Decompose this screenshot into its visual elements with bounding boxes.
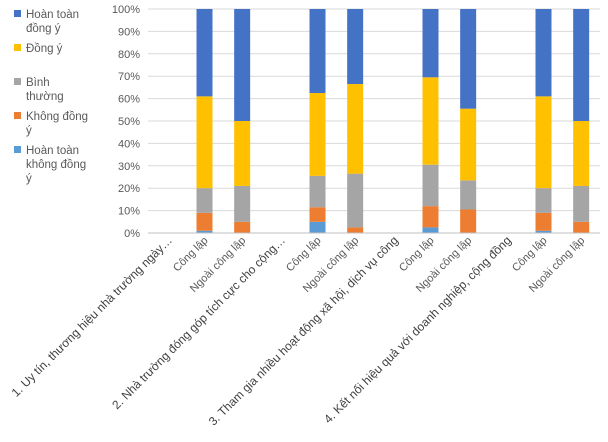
bar-segment bbox=[422, 9, 439, 78]
bar-segment bbox=[234, 221, 251, 233]
bar-segment bbox=[196, 230, 213, 233]
bar-segment bbox=[535, 230, 552, 233]
y-tick-label: 10% bbox=[118, 206, 140, 218]
bar-segment bbox=[309, 175, 326, 208]
bar-segment bbox=[196, 9, 213, 97]
legend-swatch bbox=[14, 146, 21, 153]
y-tick-label: 90% bbox=[118, 26, 140, 38]
y-axis-ticks: 0% 10% 20% 30% 40% 50% 60% 70% 80% 90% 100% bbox=[112, 4, 140, 240]
legend-swatch bbox=[14, 112, 21, 119]
bar-segment bbox=[347, 9, 364, 85]
legend-swatch bbox=[14, 10, 21, 17]
bar-segment bbox=[573, 9, 590, 121]
category-label: Công lập bbox=[510, 235, 550, 275]
bar-segment bbox=[309, 221, 326, 233]
bars bbox=[196, 9, 590, 233]
legend-label: Hoàn toàn đồng ý bbox=[26, 9, 79, 35]
bar-segment bbox=[196, 212, 213, 231]
bar-segment bbox=[196, 188, 213, 213]
bar-segment bbox=[234, 185, 251, 222]
bar-segment bbox=[347, 227, 364, 233]
y-tick-label: 30% bbox=[118, 161, 140, 173]
y-tick-label: 80% bbox=[118, 49, 140, 61]
legend-label: Không đồng ý bbox=[26, 111, 88, 137]
bar-segment bbox=[573, 185, 590, 222]
bar-segment bbox=[460, 209, 477, 233]
bar-segment bbox=[309, 93, 326, 176]
y-tick-label: 60% bbox=[118, 94, 140, 106]
y-tick-label: 40% bbox=[118, 138, 140, 150]
y-tick-label: 20% bbox=[118, 183, 140, 195]
bar-segment bbox=[535, 9, 552, 97]
legend-swatch bbox=[14, 44, 21, 51]
bar-segment bbox=[460, 108, 477, 181]
bar-segment bbox=[234, 9, 251, 121]
bar-segment bbox=[347, 173, 364, 228]
category-label: Công lập bbox=[284, 235, 324, 275]
bar-segment bbox=[309, 207, 326, 222]
category-label: Công lập bbox=[171, 235, 211, 275]
gridlines bbox=[148, 8, 600, 234]
bar-segment bbox=[422, 77, 439, 165]
category-label: Công lập bbox=[397, 235, 437, 275]
y-tick-label: 0% bbox=[124, 228, 140, 240]
bar-segment bbox=[460, 9, 477, 109]
legend-swatch bbox=[14, 78, 21, 85]
group-label: 2. Nhà trường đóng góp tích cực cho cộng… bbox=[109, 233, 288, 412]
y-tick-label: 70% bbox=[118, 71, 140, 83]
y-tick-label: 100% bbox=[112, 4, 140, 16]
bar-segment bbox=[422, 206, 439, 228]
bar-segment bbox=[460, 180, 477, 210]
bar-segment bbox=[347, 84, 364, 174]
legend-label: Bình thường bbox=[26, 77, 64, 103]
legend-label: Đồng ý bbox=[26, 43, 63, 55]
bar-segment bbox=[573, 221, 590, 233]
bar-segment bbox=[535, 188, 552, 213]
bar-segment bbox=[535, 212, 552, 231]
bar-segment bbox=[422, 164, 439, 207]
bar-segment bbox=[234, 121, 251, 186]
y-tick-label: 50% bbox=[118, 116, 140, 128]
legend-label: Hoàn toàn không đồng ý bbox=[26, 145, 86, 185]
bar-segment bbox=[573, 121, 590, 186]
bar-segment bbox=[535, 96, 552, 189]
bar-segment bbox=[309, 9, 326, 93]
bar-segment bbox=[196, 96, 213, 189]
legend: Hoàn toàn đồng ý Đồng ý Bình thường Không đồn… bbox=[14, 9, 88, 185]
bar-segment bbox=[422, 227, 439, 233]
